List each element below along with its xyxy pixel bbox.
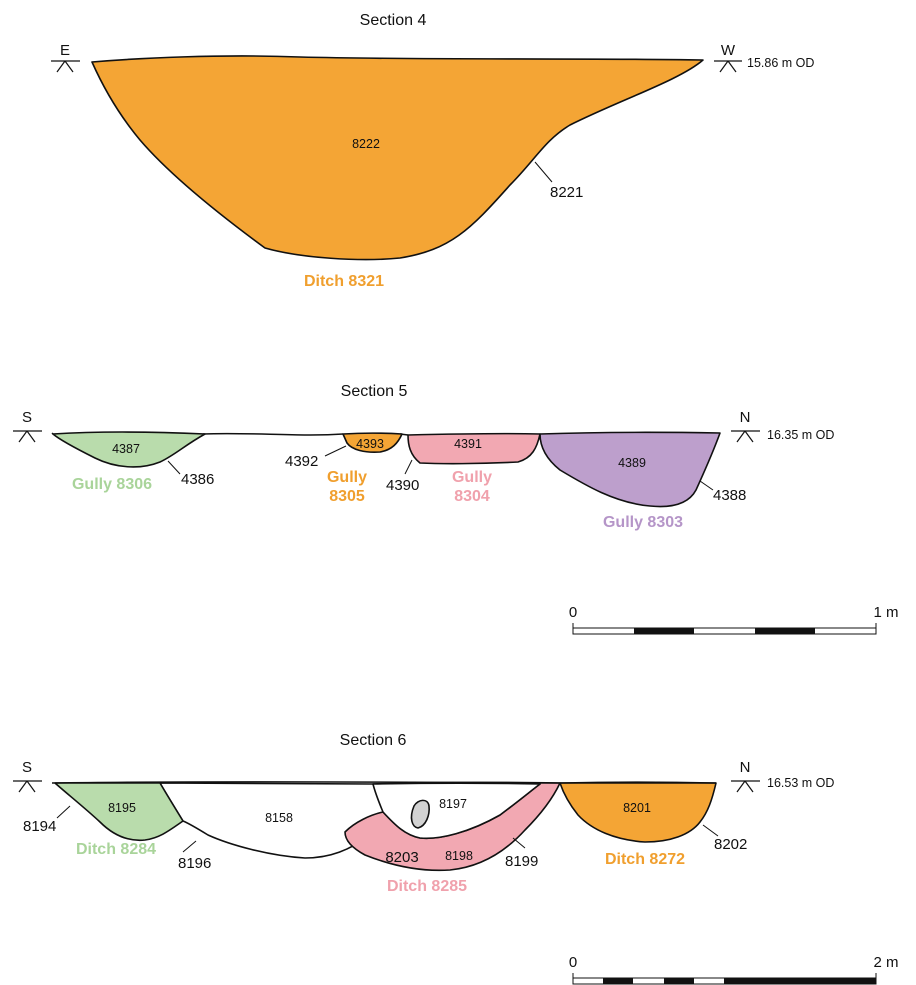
datum-marker-left-icon: E — [51, 42, 80, 73]
gully-8306-cut-label: 4386 — [181, 471, 214, 488]
gully-8303-cut-label: 4388 — [713, 487, 746, 504]
section-5-right-direction: N — [740, 409, 751, 426]
ditch-8284-label: Ditch 8284 — [76, 841, 156, 858]
ditch-8158-cut-label: 8196 — [178, 855, 211, 872]
gully-8306-fill-label: 4387 — [112, 442, 140, 456]
gully-8304-cut-label: 4390 — [386, 477, 419, 494]
gully-8304-fill — [407, 432, 541, 465]
ditch-8272-cut-label: 8202 — [714, 836, 747, 853]
ditch-8285-upper-fill-label: 8197 — [439, 797, 467, 811]
ditch-8158-fill-label: 8158 — [265, 811, 293, 825]
section-6-ground-line — [51, 781, 716, 784]
scale-bar-1m: 0 1 m — [569, 604, 899, 635]
scale-2-start: 0 — [569, 954, 577, 971]
section-6-title: Section 6 — [340, 732, 407, 749]
section-4-right-direction: W — [721, 42, 736, 59]
ditch-8158-fill — [159, 782, 389, 859]
scale-1-segment — [634, 628, 694, 634]
scale-1-start: 0 — [569, 604, 577, 621]
gully-8305-fill-label: 4393 — [356, 437, 384, 451]
section-5-left-direction: S — [22, 409, 32, 426]
gully-8305-label-line1: Gully — [327, 469, 367, 486]
scale-2-segment — [724, 978, 876, 984]
datum-marker-left-icon: S — [13, 759, 42, 793]
section-6: Section 6 S N 16.53 m OD 8195 8194 — [13, 732, 834, 895]
ditch-8321-label: Ditch 8321 — [304, 273, 384, 290]
datum-marker-left-icon: S — [13, 409, 42, 443]
section-4-left-direction: E — [60, 42, 70, 59]
gully-8303-fill-label: 4389 — [618, 456, 646, 470]
gully-8304-label-line2: 8304 — [454, 488, 490, 505]
scale-bar-2m: 0 2 m — [569, 954, 899, 985]
datum-marker-right-icon: N — [731, 409, 760, 443]
ditch-8284-cut-label: 8194 — [23, 818, 56, 835]
ditch-8321-cut-label: 8221 — [550, 184, 583, 201]
gully-8306-fill — [52, 431, 206, 468]
gully-8306-label: Gully 8306 — [72, 476, 152, 493]
ditch-8285-cut-label: 8199 — [505, 853, 538, 870]
gully-8304-label-line1: Gully — [452, 469, 492, 486]
datum-marker-right-icon: W — [714, 42, 742, 73]
section-6-right-direction: N — [740, 759, 751, 776]
gully-8303-label: Gully 8303 — [603, 514, 683, 531]
scale-2-end: 2 m — [873, 954, 898, 971]
section-6-left-direction: S — [22, 759, 32, 776]
scale-2-segment — [664, 978, 694, 984]
section-5-datum: 16.35 m OD — [767, 428, 834, 442]
gully-8304-fill-label: 4391 — [454, 437, 482, 451]
section-6-datum: 16.53 m OD — [767, 776, 834, 790]
ditch-8321-fill — [91, 55, 704, 261]
section-5-title: Section 5 — [341, 383, 408, 400]
ditch-8285-fill-a-label: 8203 — [385, 849, 418, 866]
stone-icon — [410, 799, 430, 829]
gully-8305-fill — [342, 432, 403, 453]
ditch-8285-fill-b-label: 8198 — [445, 849, 473, 863]
ditch-8284-fill-label: 8195 — [108, 801, 136, 815]
section-5: Section 5 S N 16.35 m OD 4387 4386 Gully… — [13, 383, 834, 531]
section-4-title: Section 4 — [360, 12, 427, 29]
gully-8305-label-line2: 8305 — [329, 488, 365, 505]
scale-1-segment — [755, 628, 815, 634]
datum-marker-right-icon: N — [731, 759, 760, 793]
scale-1-end: 1 m — [873, 604, 898, 621]
gully-8303-fill — [539, 431, 721, 508]
ditch-8321-fill-label: 8222 — [352, 137, 380, 151]
ditch-8272-fill-label: 8201 — [623, 801, 651, 815]
scale-2-segment — [603, 978, 633, 984]
gully-8305-cut-label: 4392 — [285, 453, 318, 470]
ditch-8272-label: Ditch 8272 — [605, 851, 685, 868]
ditch-8285-label: Ditch 8285 — [387, 878, 467, 895]
section-4: Section 4 E W 15.86 m OD 8222 8221 Ditch… — [51, 12, 814, 290]
section-4-datum: 15.86 m OD — [747, 56, 814, 70]
